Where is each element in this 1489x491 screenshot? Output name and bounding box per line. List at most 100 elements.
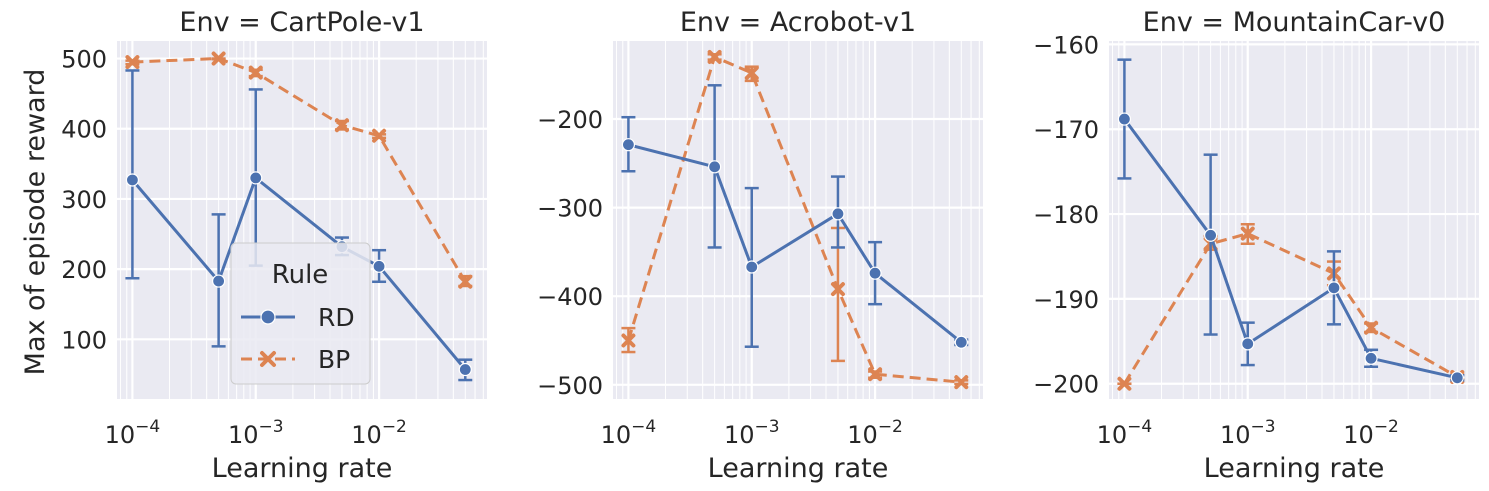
- x-tick-label: 10−3: [724, 417, 780, 449]
- data-point: [1450, 371, 1464, 385]
- x-marker: [744, 65, 759, 80]
- series-line-bp: [626, 55, 962, 384]
- legend-label: RD: [318, 303, 355, 332]
- data-point: [621, 333, 636, 348]
- x-tick-exponent: −3: [754, 417, 779, 437]
- y-tick-label: −300: [537, 195, 603, 223]
- series-bp: [621, 49, 969, 390]
- x-marker: [1240, 226, 1255, 241]
- data-point: [1364, 351, 1378, 365]
- data-point: [1364, 320, 1379, 335]
- x-tick-base: 10: [601, 421, 632, 449]
- legend: Rule RD BP: [230, 242, 371, 385]
- x-tick-exponent: −2: [382, 417, 407, 437]
- legend-entry-rd: RD: [241, 303, 355, 332]
- x-marker: [334, 118, 349, 133]
- x-marker: [458, 274, 473, 289]
- x-tick-base: 10: [1097, 421, 1128, 449]
- x-marker: [1117, 376, 1132, 391]
- series-line-rd: [628, 143, 963, 344]
- x-tick-label: 10−2: [351, 417, 407, 449]
- data-point: [249, 171, 263, 185]
- x-tick-base: 10: [724, 421, 755, 449]
- data-point: [248, 65, 263, 80]
- series-rd: [1117, 58, 1465, 385]
- data-point: [372, 128, 387, 143]
- x-marker: [372, 128, 387, 143]
- y-tick-label: −190: [1033, 286, 1099, 314]
- x-tick-exponent: −2: [1374, 417, 1399, 437]
- legend-marker: [260, 351, 276, 367]
- panel-title: Env = MountainCar-v0: [1143, 7, 1446, 38]
- data-point: [458, 362, 472, 377]
- legend-label: BP: [318, 345, 350, 374]
- x-tick-base: 10: [1220, 421, 1251, 449]
- x-axis-label: Learning rate: [708, 453, 889, 484]
- x-tick-label: 10−3: [1220, 417, 1276, 449]
- data-point: [744, 65, 759, 80]
- series-line-rd: [131, 176, 467, 371]
- x-marker: [1364, 320, 1379, 335]
- y-tick-label: −180: [1033, 201, 1099, 229]
- x-tick-base: 10: [847, 421, 878, 449]
- y-tick-label: −200: [1033, 371, 1099, 399]
- x-tick-label: 10−4: [601, 417, 657, 449]
- data-point: [1117, 376, 1132, 391]
- panel-title: Env = Acrobot-v1: [680, 7, 916, 38]
- y-tick-label: 300: [61, 186, 107, 214]
- x-tick-label: 10−4: [1097, 417, 1153, 449]
- y-tick-label: 100: [61, 326, 107, 354]
- data-point: [745, 260, 759, 274]
- x-marker: [868, 367, 883, 382]
- data-point: [707, 49, 722, 64]
- x-tick-exponent: −2: [878, 417, 903, 437]
- series-line-bp: [132, 57, 467, 283]
- data-point: [1117, 112, 1132, 126]
- legend-marker: [260, 309, 276, 325]
- series-line-bp: [1123, 232, 1459, 385]
- y-tick-label: −400: [537, 283, 603, 311]
- data-point: [211, 51, 226, 66]
- x-marker: [707, 49, 722, 64]
- x-tick-label: 10−3: [228, 417, 284, 449]
- x-axis-label: Learning rate: [1204, 453, 1385, 484]
- legend-title: Rule: [272, 260, 329, 290]
- error-bar: [1203, 153, 1218, 336]
- y-tick-label: −200: [537, 106, 603, 134]
- x-tick-base: 10: [351, 421, 382, 449]
- series-rd: [621, 84, 969, 349]
- x-marker: [125, 55, 140, 70]
- data-point: [868, 266, 882, 280]
- plot-area: [613, 41, 983, 399]
- series-line-rd: [1123, 118, 1458, 380]
- series-bp: [125, 51, 473, 289]
- data-point: [125, 173, 140, 187]
- x-marker: [954, 375, 969, 390]
- data-point: [1241, 337, 1255, 351]
- x-marker: [830, 282, 845, 297]
- plot-area: [1109, 41, 1479, 399]
- x-tick-label: 10−2: [1343, 417, 1399, 449]
- y-tick-label: 500: [61, 46, 107, 74]
- data-point: [954, 335, 968, 349]
- data-point: [212, 274, 226, 288]
- data-point: [954, 375, 969, 390]
- data-point: [621, 138, 636, 152]
- x-tick-base: 10: [228, 421, 259, 449]
- data-point: [831, 207, 845, 221]
- data-point: [868, 367, 883, 382]
- y-tick-label: 400: [61, 116, 107, 144]
- data-point: [830, 282, 845, 297]
- data-point: [334, 118, 349, 133]
- y-tick-label: −160: [1033, 31, 1099, 59]
- y-tick-label: −500: [537, 372, 603, 400]
- x-tick-exponent: −3: [258, 417, 283, 437]
- x-tick-base: 10: [1343, 421, 1374, 449]
- data-point: [372, 259, 386, 273]
- x-tick-exponent: −4: [1127, 417, 1152, 437]
- panel-title: Env = CartPole-v1: [179, 7, 424, 38]
- x-tick-exponent: −4: [631, 417, 656, 437]
